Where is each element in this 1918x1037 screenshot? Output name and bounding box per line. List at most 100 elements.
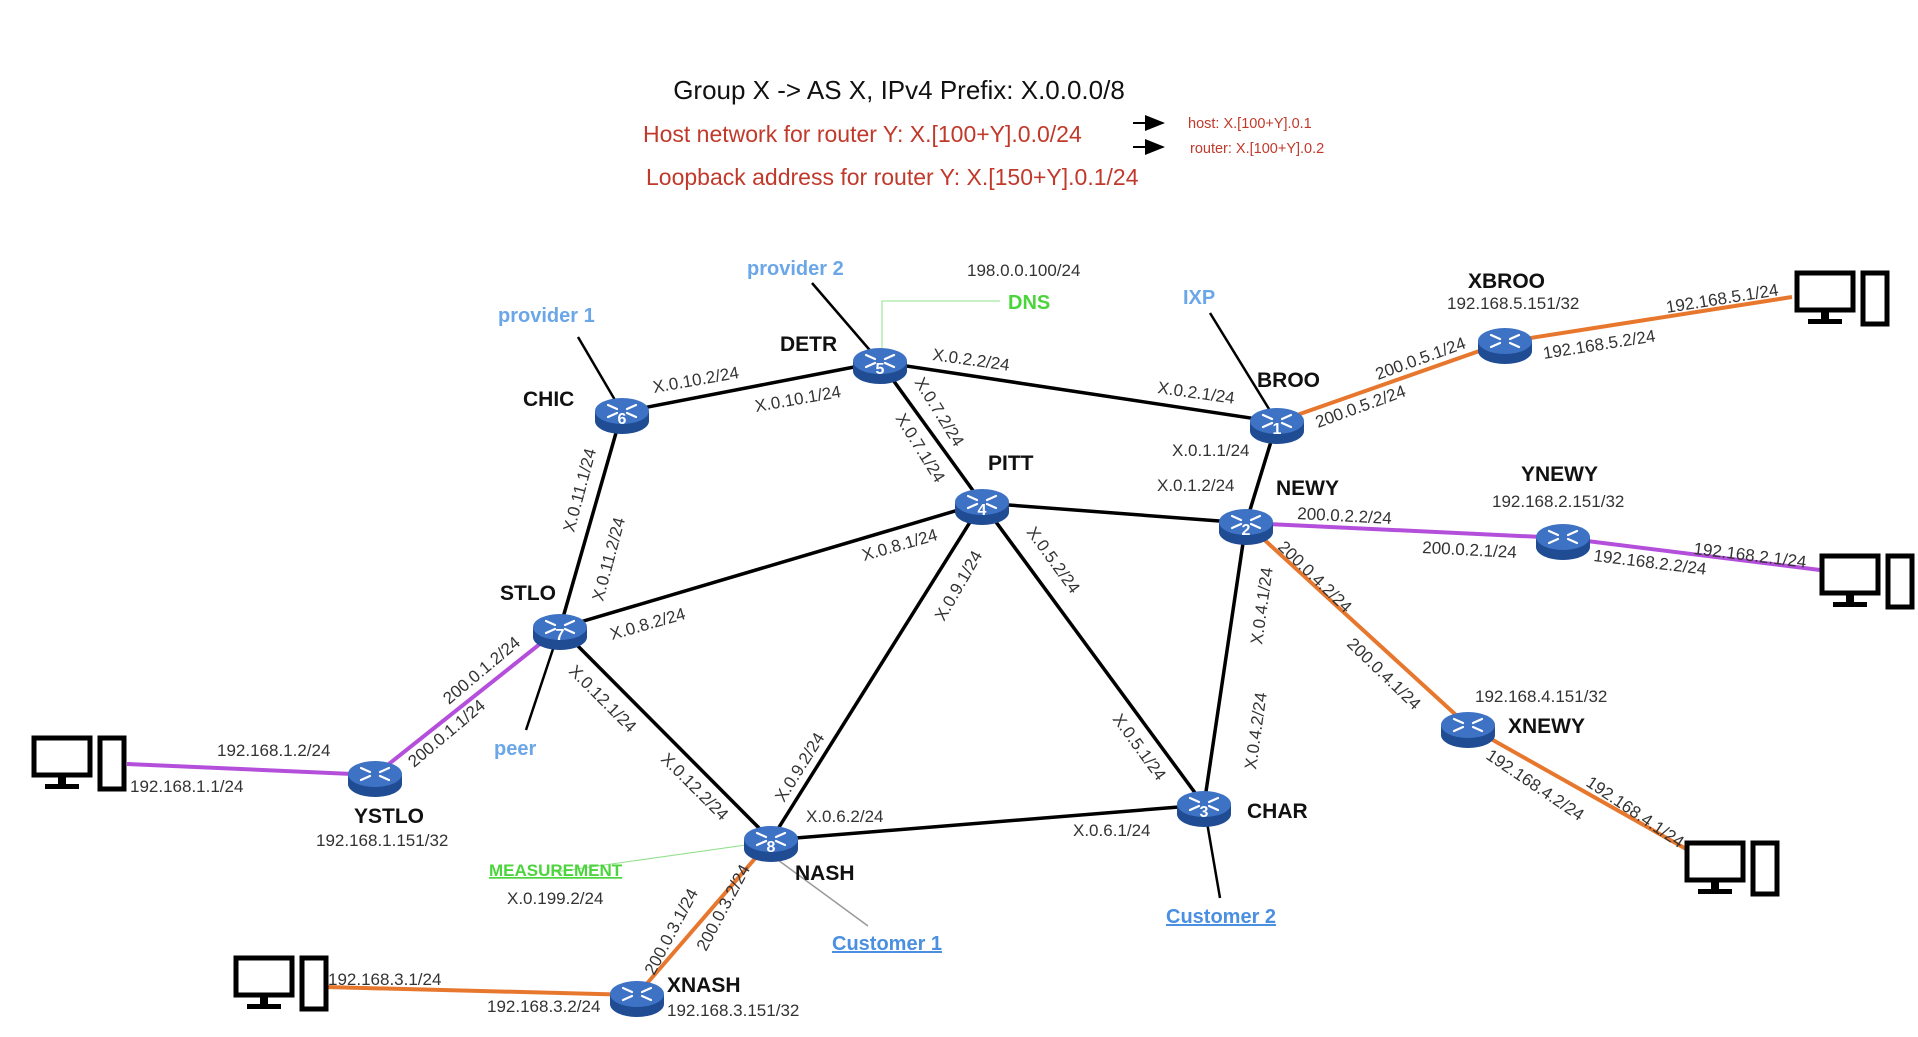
router-xbroo bbox=[1476, 326, 1534, 366]
orange-links bbox=[325, 295, 1793, 997]
addr-newy-ynewy-a: 200.0.2.2/24 bbox=[1297, 504, 1392, 528]
router-label-nash: NASH bbox=[795, 862, 855, 885]
router-number: 2 bbox=[1242, 522, 1251, 539]
router-pitt: 4 bbox=[953, 487, 1011, 527]
addr-stlo-nash-b: X.0.12.2/24 bbox=[657, 749, 732, 824]
host-address-note: host: X.[100+Y].0.1 bbox=[1188, 116, 1312, 132]
host-xnash-icon bbox=[236, 958, 326, 1009]
addr-stlo-ystlo-b: 200.0.1.1/24 bbox=[404, 696, 489, 771]
customer2-label: Customer 2 bbox=[1166, 906, 1276, 928]
host-ynewy-icon bbox=[1822, 556, 1912, 607]
link-chic-detr bbox=[621, 360, 881, 414]
router-address-note: router: X.[100+Y].0.2 bbox=[1190, 141, 1324, 157]
addr-ystlo-host-a: 192.168.1.2/24 bbox=[217, 741, 330, 760]
router-xnewy bbox=[1439, 710, 1497, 750]
router-label-char: CHAR bbox=[1247, 800, 1308, 823]
link-xbroo-host bbox=[1504, 295, 1793, 344]
router-labels: BROO NEWY CHAR PITT DETR CHIC STLO NASH … bbox=[354, 270, 1598, 997]
router-number: 8 bbox=[767, 839, 776, 856]
dns-label: DNS bbox=[1008, 292, 1050, 314]
link-chic-stlo bbox=[558, 411, 624, 629]
router-label-stlo: STLO bbox=[500, 582, 556, 605]
measurement-label: MEASUREMENT bbox=[489, 861, 623, 880]
router-label-pitt: PITT bbox=[988, 452, 1034, 475]
provider2-label: provider 2 bbox=[747, 258, 844, 280]
router-stlo: 7 bbox=[531, 612, 589, 652]
addr-chic-stlo-a: X.0.11.1/24 bbox=[560, 446, 601, 534]
router-label-ynewy: YNEWY bbox=[1521, 463, 1598, 486]
addr-newy-char-a: X.0.4.1/24 bbox=[1247, 566, 1277, 645]
router-label-newy: NEWY bbox=[1276, 477, 1339, 500]
link-newy-ynewy bbox=[1245, 521, 1564, 540]
addr-stlo-ystlo-a: 200.0.1.2/24 bbox=[439, 633, 524, 708]
addr-newy-xnewy-a: 200.0.4.2/24 bbox=[1274, 537, 1355, 616]
measurement-connector bbox=[554, 842, 761, 873]
router-number: 1 bbox=[1273, 421, 1282, 438]
link-address-labels: X.0.10.2/24 X.0.10.1/24 X.0.2.2/24 X.0.2… bbox=[130, 280, 1807, 1016]
routers: 1 2 3 4 5 6 7 8 bbox=[346, 326, 1592, 1019]
addr-pitt-char: X.0.5.2/24 bbox=[1023, 523, 1084, 597]
link-provider2 bbox=[811, 282, 881, 363]
dns-ip-label: 198.0.0.100/24 bbox=[967, 261, 1080, 280]
addr-xnewy-host-b: 192.168.4.1/24 bbox=[1583, 773, 1688, 852]
link-xnewy-host bbox=[1467, 724, 1728, 874]
router-ystlo bbox=[346, 759, 404, 799]
loopback-xnash: 192.168.3.151/32 bbox=[667, 1001, 799, 1020]
router-nash: 8 bbox=[742, 824, 800, 864]
peer-label: peer bbox=[494, 738, 536, 760]
host-xbroo-icon bbox=[1797, 273, 1887, 324]
link-ystlo-host bbox=[126, 762, 376, 777]
loopback-ystlo: 192.168.1.151/32 bbox=[316, 831, 448, 850]
router-newy: 2 bbox=[1217, 507, 1275, 547]
router-broo: 1 bbox=[1248, 406, 1306, 446]
router-char: 3 bbox=[1175, 789, 1233, 829]
router-ynewy bbox=[1534, 522, 1592, 562]
loopback-ynewy: 192.168.2.151/32 bbox=[1492, 492, 1624, 511]
dns-connector bbox=[881, 300, 1000, 350]
link-newy-char bbox=[1202, 522, 1248, 806]
addr-newy-ynewy-b: 200.0.2.1/24 bbox=[1422, 538, 1517, 562]
ixp-label: IXP bbox=[1183, 287, 1215, 309]
addr-pitt-nash-a: X.0.9.1/24 bbox=[931, 547, 986, 624]
link-broo-xbroo bbox=[1276, 340, 1506, 424]
addr-xnash-host-b: 192.168.3.2/24 bbox=[487, 997, 600, 1016]
host-ystlo-icon bbox=[34, 738, 124, 789]
host-network-rule: Host network for router Y: X.[100+Y].0.0… bbox=[643, 121, 1082, 147]
addr-broo-newy-a: X.0.1.1/24 bbox=[1172, 441, 1250, 460]
router-number: 4 bbox=[978, 502, 987, 519]
header: Group X -> AS X, IPv4 Prefix: X.0.0.0/8 … bbox=[643, 75, 1324, 190]
router-label-chic: CHIC bbox=[523, 388, 574, 411]
link-ynewy-host bbox=[1562, 536, 1821, 572]
link-detr-broo bbox=[879, 360, 1278, 424]
router-number: 6 bbox=[618, 411, 627, 428]
addr-chic-detr-b: X.0.10.1/24 bbox=[753, 382, 842, 416]
addr-nash-char-b: X.0.6.1/24 bbox=[1073, 821, 1151, 840]
link-stlo-pitt bbox=[559, 501, 983, 630]
customer1-label: Customer 1 bbox=[832, 933, 942, 955]
link-xnash-host bbox=[325, 985, 638, 997]
link-nash-char bbox=[770, 803, 1205, 842]
link-ixp bbox=[1208, 312, 1279, 423]
addr-stlo-pitt-a: X.0.8.1/24 bbox=[860, 525, 940, 565]
provider1-label: provider 1 bbox=[498, 305, 595, 327]
addr-nash-xnash-b: 200.0.3.2/24 bbox=[693, 861, 754, 953]
router-label-detr: DETR bbox=[780, 333, 837, 356]
router-number: 7 bbox=[556, 627, 565, 644]
loopback-rule: Loopback address for router Y: X.[150+Y]… bbox=[646, 164, 1139, 190]
link-pitt-char bbox=[980, 501, 1206, 807]
link-pitt-newy bbox=[981, 501, 1247, 525]
addr-detr-broo-b: X.0.2.1/24 bbox=[1156, 378, 1235, 408]
router-label-xnash: XNASH bbox=[667, 974, 741, 997]
router-label-xbroo: XBROO bbox=[1468, 270, 1545, 293]
link-detr-pitt bbox=[878, 360, 984, 505]
purple-links bbox=[126, 521, 1821, 777]
router-number: 5 bbox=[876, 361, 885, 378]
addr-nash-char-a: X.0.6.2/24 bbox=[806, 807, 884, 826]
link-nash-xnash bbox=[635, 838, 773, 997]
link-stlo-ystlo bbox=[373, 626, 562, 777]
hosts bbox=[34, 273, 1912, 1009]
link-newy-xnewy bbox=[1244, 521, 1470, 728]
addr-chic-stlo-b: X.0.11.2/24 bbox=[589, 515, 630, 603]
header-title: Group X -> AS X, IPv4 Prefix: X.0.0.0/8 bbox=[673, 75, 1125, 105]
